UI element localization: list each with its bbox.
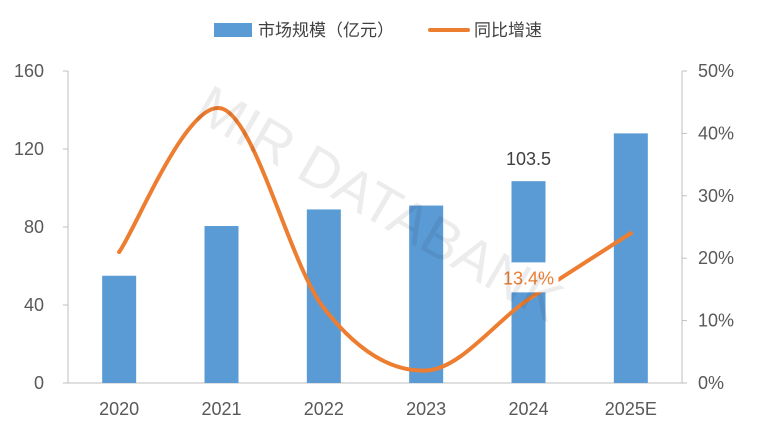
growth-point-2023 — [424, 368, 429, 373]
legend-swatch-market-size — [214, 23, 252, 37]
x-tick-label: 2021 — [201, 399, 241, 419]
x-tick-label: 2025E — [605, 399, 657, 419]
right-tick-label: 40% — [698, 123, 734, 143]
growth-point-2022 — [321, 306, 326, 311]
growth-point-2020 — [117, 249, 122, 254]
x-tick-label: 2024 — [508, 399, 548, 419]
x-tick-label: 2023 — [406, 399, 446, 419]
x-tick-label: 2022 — [304, 399, 344, 419]
left-tick-label: 80 — [24, 217, 44, 237]
right-tick-label: 0% — [698, 373, 724, 393]
growth-point-2024 — [526, 297, 531, 302]
line-data-label: 13.4% — [503, 268, 554, 288]
bar-2020 — [102, 275, 137, 383]
x-axis-ticks: 2020 2021 2022 2023 2024 2025E — [99, 399, 657, 419]
legend-label-market-size: 市场规模（亿元） — [258, 21, 394, 41]
bar-2025E — [613, 133, 648, 383]
bar-2023 — [409, 205, 444, 383]
x-tick-label: 2020 — [99, 399, 139, 419]
bar-2022 — [306, 209, 341, 383]
left-tick-label: 40 — [24, 295, 44, 315]
right-tick-label: 30% — [698, 186, 734, 206]
growth-rate-line — [117, 106, 633, 373]
left-tick-label: 120 — [14, 139, 44, 159]
bar-2021 — [204, 226, 239, 383]
line-label-background — [498, 262, 559, 293]
bar-data-label: 103.5 — [506, 149, 551, 169]
left-tick-label: 0 — [34, 373, 44, 393]
right-tick-label: 10% — [698, 311, 734, 331]
left-tick-label: 160 — [14, 61, 44, 81]
left-y-axis: 0 40 80 120 160 — [14, 61, 682, 393]
growth-point-2021 — [219, 106, 224, 111]
legend-label-growth-rate: 同比增速 — [474, 21, 542, 41]
legend: 市场规模（亿元） 同比增速 — [214, 21, 542, 41]
right-y-axis: 0% 10% 20% 30% 40% 50% — [681, 61, 734, 393]
growth-point-2025E — [628, 231, 633, 236]
data-labels: 103.5 13.4% — [498, 149, 559, 293]
right-tick-label: 20% — [698, 248, 734, 268]
line-points — [117, 106, 633, 373]
bar-series — [102, 133, 648, 383]
right-tick-label: 50% — [698, 61, 734, 81]
